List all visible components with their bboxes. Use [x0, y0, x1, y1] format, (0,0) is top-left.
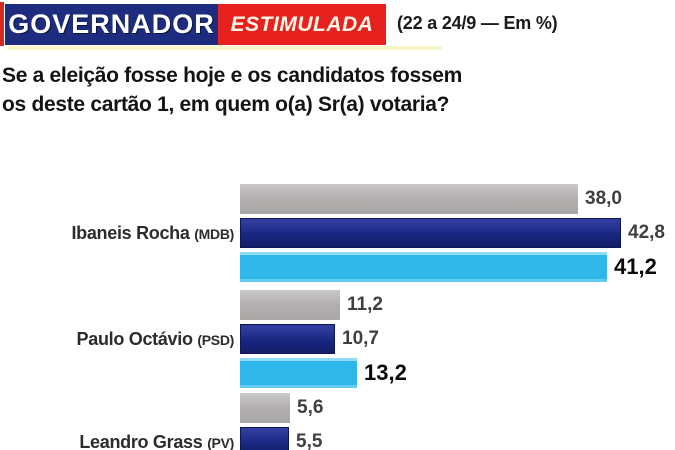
- value-label: 41,2: [614, 254, 657, 279]
- value-label: 5,5: [296, 431, 323, 450]
- poll-question-line2: os deste cartão 1, em quem o(a) Sr(a) vo…: [2, 93, 450, 116]
- candidate-name: Ibaneis Rocha: [71, 223, 195, 243]
- value-label: 10,7: [342, 328, 379, 349]
- candidate-party: (PV): [207, 435, 234, 450]
- header-underline: [8, 46, 442, 50]
- candidate-party: (MDB): [194, 226, 234, 242]
- value-label: 38,0: [585, 188, 622, 209]
- candidate-label: Paulo Octávio (PSD): [0, 329, 235, 350]
- value-label: 13,2: [364, 360, 407, 385]
- bar-current: [240, 358, 357, 388]
- left-edge-stripe: [0, 2, 4, 46]
- candidate-name: Paulo Octávio: [76, 329, 198, 349]
- bar-current: [240, 252, 607, 282]
- poll-period-label: (22 a 24/9 — Em %): [397, 13, 558, 33]
- bar-previous: [240, 324, 335, 354]
- bar-previous: [240, 218, 621, 248]
- value-label: 11,2: [347, 294, 383, 315]
- bar-older: [240, 290, 340, 320]
- bar-older: [240, 184, 578, 214]
- candidate-label: Leandro Grass (PV): [0, 432, 234, 450]
- bar-older: [240, 393, 290, 423]
- value-label: 5,6: [297, 397, 324, 418]
- poll-type-badge: ESTIMULADA: [218, 4, 386, 45]
- candidate-party: (PSD): [197, 332, 234, 348]
- poll-question-line1: Se a eleição fosse hoje e os candidatos …: [2, 64, 463, 87]
- poll-question: Se a eleição fosse hoje e os candidatos …: [2, 61, 462, 119]
- candidate-name: Leandro Grass: [79, 432, 208, 450]
- bar-previous: [240, 427, 289, 450]
- category-badge: GOVERNADOR: [5, 4, 218, 45]
- value-label: 42,8: [628, 222, 665, 243]
- candidate-label: Ibaneis Rocha (MDB): [0, 223, 234, 244]
